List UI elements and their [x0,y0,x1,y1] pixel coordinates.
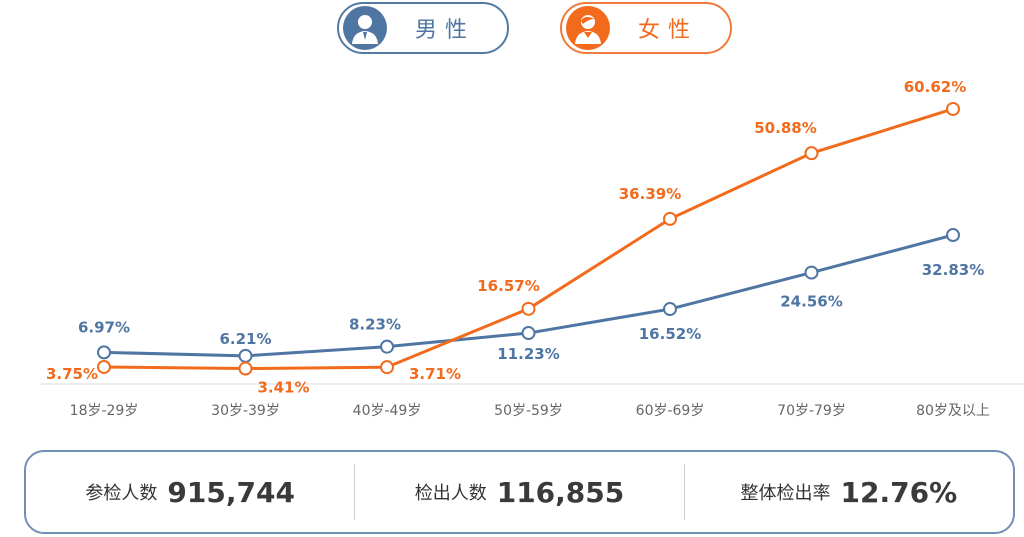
stats-panel: 参检人数 915,744 检出人数 116,855 整体检出率 12.76% [24,450,1015,534]
x-tick-label: 70岁-79岁 [777,403,846,419]
stat-participants: 参检人数 915,744 [26,452,354,532]
legend-female-label: 女性 [638,18,699,43]
data-point [804,265,819,280]
data-label: 60.62% [904,78,966,96]
data-label: 3.71% [409,365,461,383]
data-label: 11.23% [497,345,559,363]
data-label: 16.57% [477,277,539,295]
data-label: 50.88% [754,119,816,137]
legend-female-button[interactable]: 女性 [560,2,732,54]
data-label: 3.75% [46,365,98,383]
stat-detection-rate: 整体检出率 12.76% [683,464,1013,520]
x-tick-label: 18岁-29岁 [70,403,139,419]
data-label: 16.52% [639,325,701,343]
data-point [97,359,111,374]
data-point [521,301,536,316]
data-point [238,348,253,363]
data-label: 3.41% [257,379,309,397]
data-label: 6.97% [78,318,130,336]
male-avatar-icon [343,6,387,50]
data-point [946,101,960,116]
data-label: 24.56% [780,293,842,311]
legend-male-label: 男性 [415,18,476,43]
legend-male-button[interactable]: 男性 [337,2,509,54]
data-point [97,345,111,360]
line-chart: 18岁-29岁 30岁-39岁 40岁-49岁 50岁-59岁 60岁-69岁 70岁-7… [40,78,1024,419]
x-tick-label: 80岁及以上 [916,403,990,419]
data-label: 36.39% [619,185,681,203]
stat-label: 参检人数 [85,483,158,504]
data-label: 32.83% [922,261,984,279]
data-point [380,360,394,375]
x-tick-label: 40岁-49岁 [353,403,422,419]
data-label: 8.23% [349,316,401,334]
data-label: 6.21% [219,330,271,348]
x-tick-label: 60岁-69岁 [636,403,705,419]
data-point [663,302,677,317]
x-tick-label: 50岁-59岁 [494,403,563,419]
data-point [804,146,819,161]
stat-label: 整体检出率 [740,483,831,504]
stat-value: 116,855 [496,475,625,509]
data-point [238,361,253,376]
stat-label: 检出人数 [414,483,487,504]
data-point [521,326,536,341]
stat-value: 12.76% [840,475,958,509]
data-point [663,211,677,226]
stat-detected: 检出人数 116,855 [354,464,683,520]
data-point [946,228,960,243]
stat-value: 915,744 [167,475,295,509]
female-avatar-icon [566,6,610,50]
data-point [380,339,394,354]
x-tick-label: 30岁-39岁 [211,403,280,419]
